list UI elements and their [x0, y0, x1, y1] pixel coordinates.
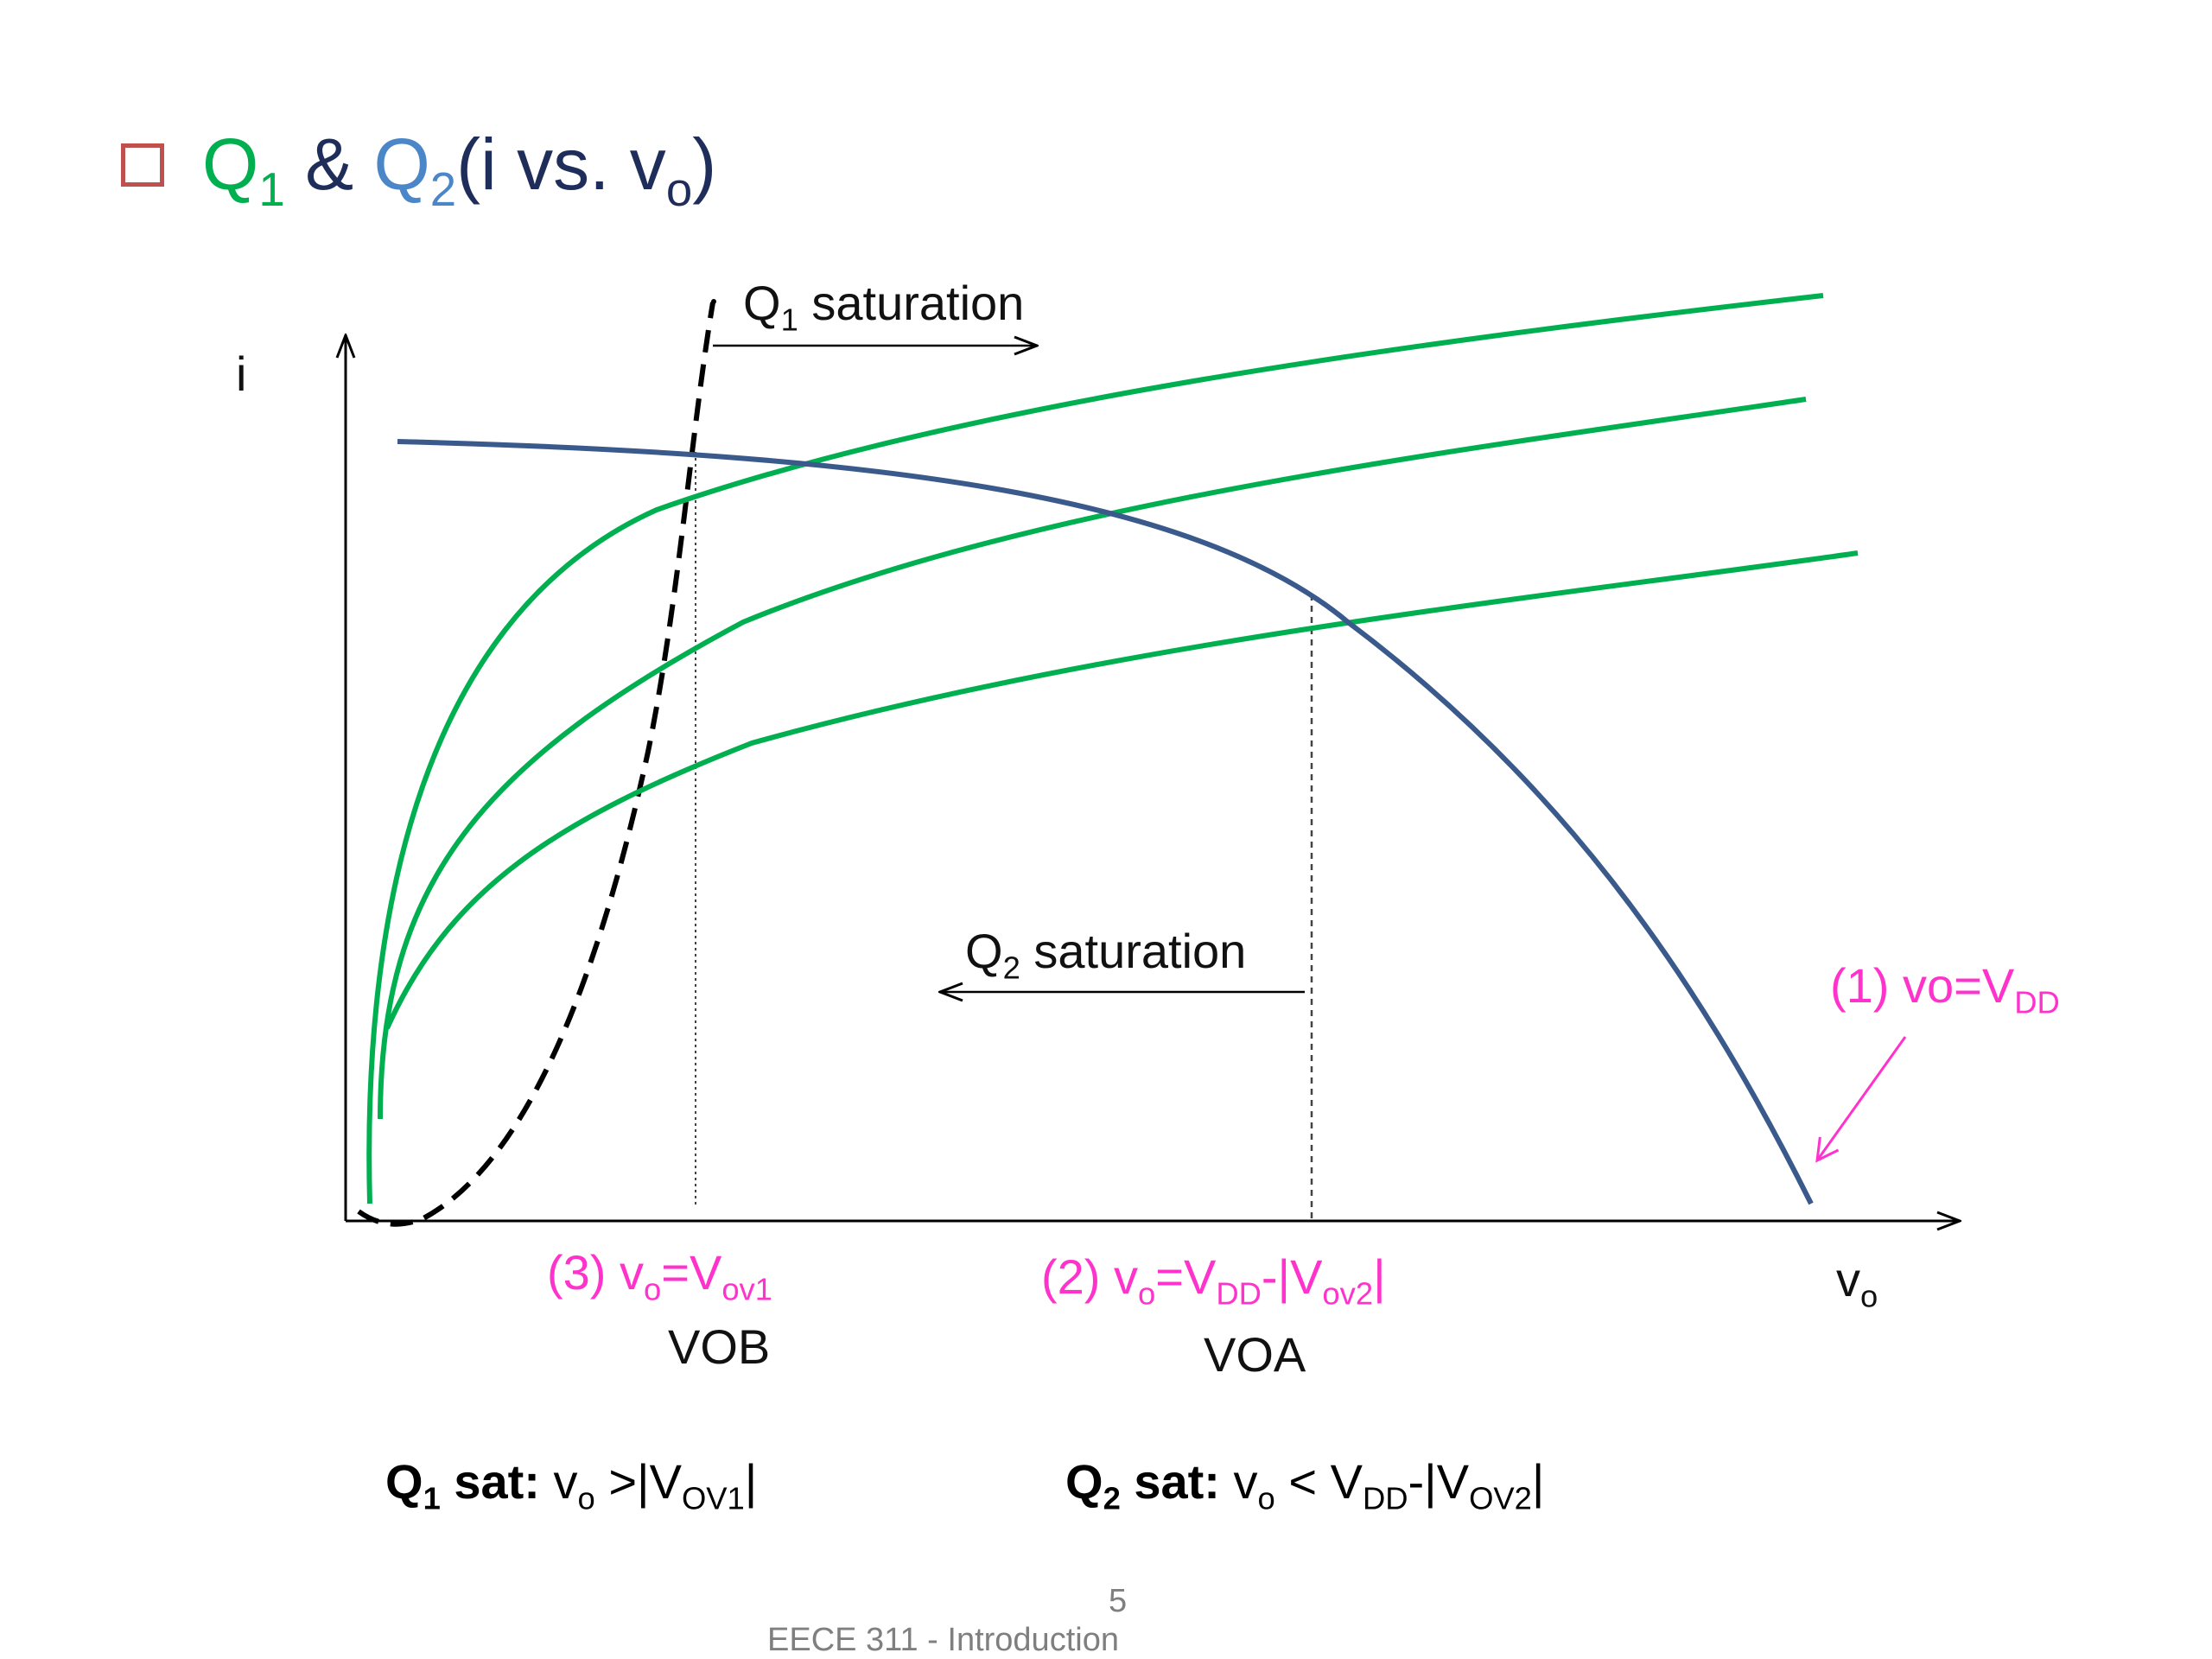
slide-title: Q1 & Q2(i vs. vo): [121, 128, 716, 213]
x-axis-label: vo: [1836, 1252, 1878, 1314]
q1-saturation-boundary: [357, 302, 715, 1227]
q2-sat-condition: Q2 sat: vo < VDD-|VOV2|: [1065, 1454, 1545, 1516]
footer-course: EECE 311 - Introduction: [767, 1622, 1119, 1658]
title-rest: (i vs. vo): [456, 124, 717, 217]
q2-saturation-label: Q2 saturation: [965, 924, 1247, 986]
point1-label: (1) vo=VDD: [1830, 958, 2060, 1020]
q1-curve-bottom: [385, 550, 1859, 1030]
point2-label: (2) vo=VDD-|Vov2|: [1041, 1249, 1386, 1312]
q1-curve-middle: [378, 397, 1807, 1120]
q1-sat-condition: Q1 sat: vo >|VOV1|: [385, 1454, 758, 1516]
voa-label: VOA: [1204, 1327, 1306, 1382]
title-q1: Q1: [202, 124, 285, 217]
title-ampersand: &: [305, 124, 354, 205]
boundary-end-dot: [711, 299, 716, 304]
vob-label: VOB: [668, 1319, 771, 1374]
point3-label: (3) vo=Vov1: [547, 1245, 772, 1307]
q1-curve-top: [366, 293, 1824, 1205]
page-number: 5: [1109, 1583, 1128, 1619]
title-q2: Q2: [373, 124, 457, 217]
q1-saturation-label: Q1 saturation: [743, 276, 1025, 338]
bullet-square-icon: [121, 143, 164, 187]
y-axis-label: i: [236, 346, 247, 401]
q2-curve: [397, 439, 1814, 1205]
vdd-pointer-arrow: [1815, 1036, 1907, 1163]
